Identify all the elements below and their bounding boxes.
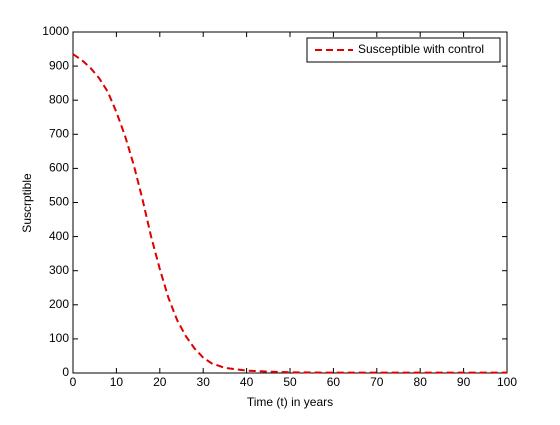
x-tick-label: 70: [370, 375, 384, 389]
y-tick-label: 300: [49, 263, 69, 277]
y-axis-label: Suscrptible: [20, 173, 34, 233]
y-tick-label: 0: [62, 365, 69, 379]
x-tick-label: 40: [240, 375, 254, 389]
x-tick-label: 60: [327, 375, 341, 389]
axes-box: [72, 31, 508, 374]
y-tick-label: 800: [49, 92, 69, 106]
y-tick-label: 900: [49, 58, 69, 72]
x-tick-label: 50: [283, 375, 297, 389]
x-tick-label: 0: [70, 375, 77, 389]
line-series: [72, 53, 507, 374]
x-tick-label: 20: [153, 375, 167, 389]
x-tick-label: 90: [457, 375, 471, 389]
y-tick-label: 400: [49, 229, 69, 243]
y-tick-label: 100: [49, 331, 69, 345]
x-tick-label: 10: [110, 375, 124, 389]
y-tick-label: 1000: [42, 24, 69, 38]
x-tick-label: 80: [414, 375, 428, 389]
x-tick-label: 30: [197, 375, 211, 389]
y-tick-label: 200: [49, 297, 69, 311]
y-tick-label: 500: [49, 195, 69, 209]
legend-label: Susceptible with control: [358, 42, 484, 56]
y-tick-label: 700: [49, 126, 69, 140]
x-axis-label: Time (t) in years: [247, 395, 333, 409]
y-tick-label: 600: [49, 161, 69, 175]
x-tick-label: 100: [497, 375, 517, 389]
